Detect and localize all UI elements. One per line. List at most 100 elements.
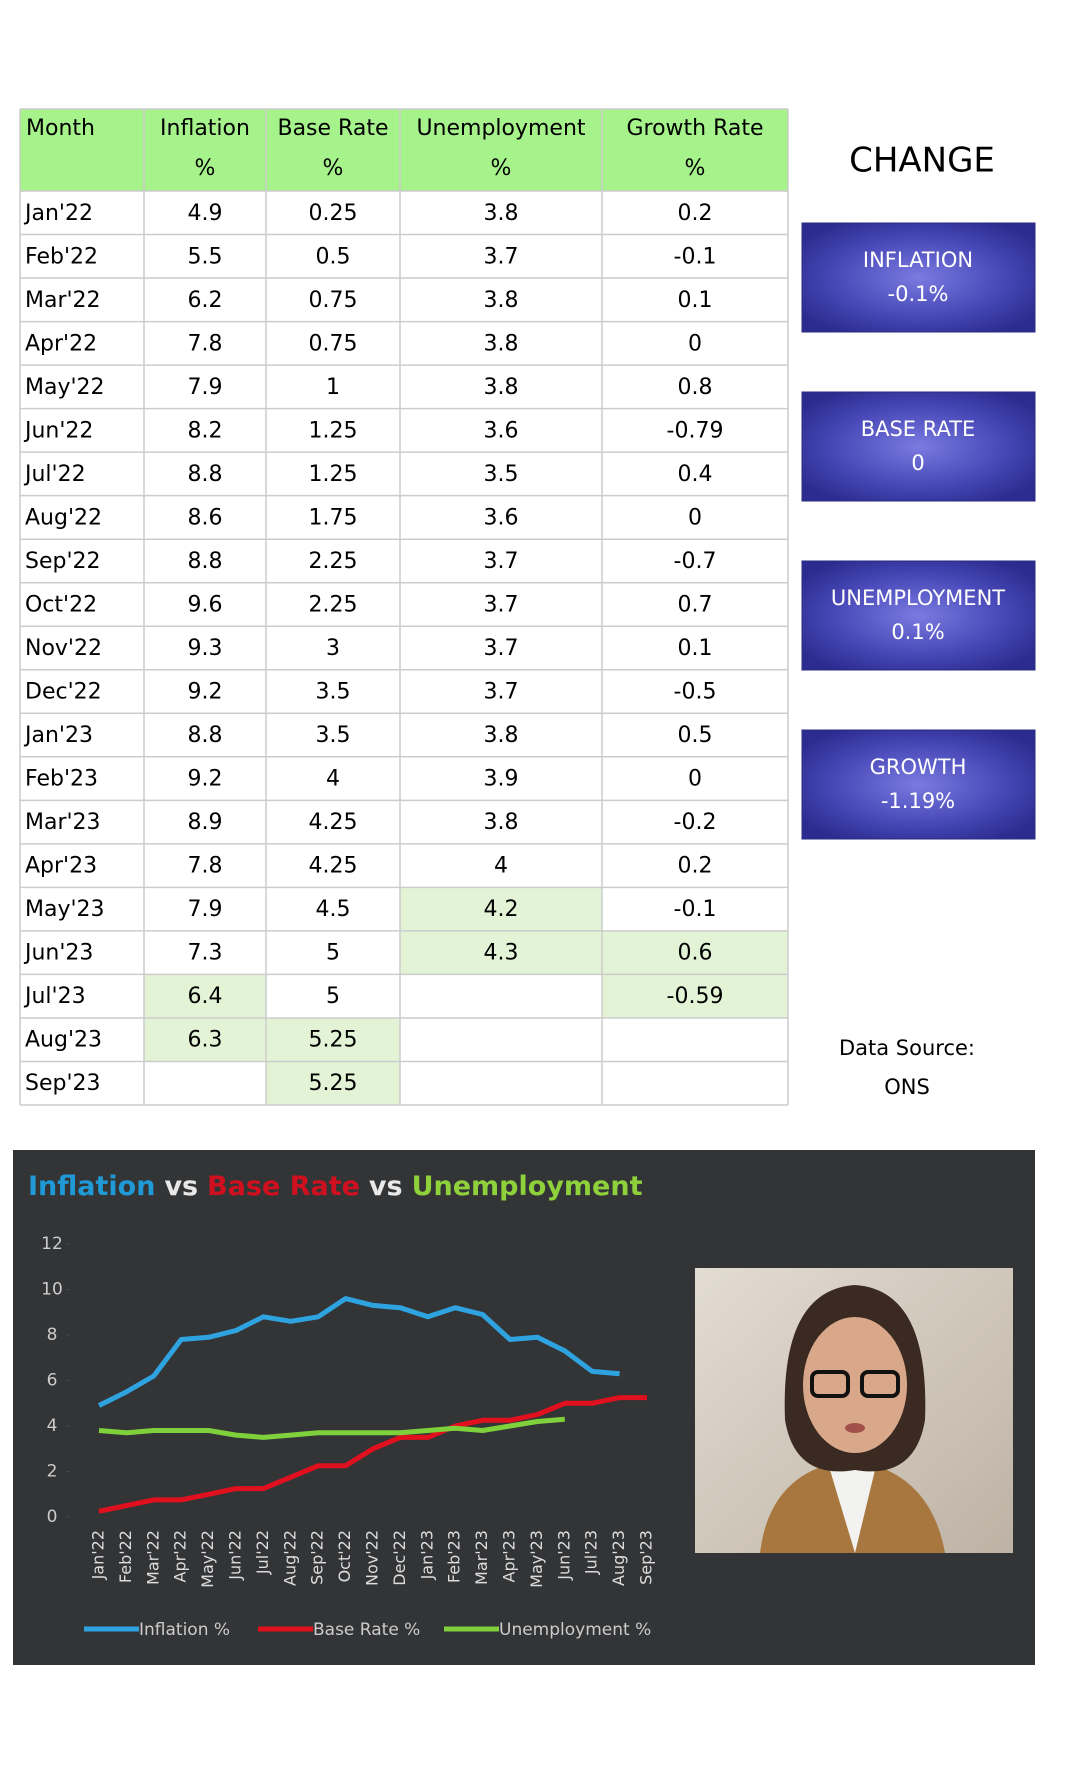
change-box xyxy=(801,391,1036,502)
change-title: CHANGE xyxy=(849,141,995,181)
header-unit: % xyxy=(491,156,512,181)
value-cell: 7.9 xyxy=(188,375,223,400)
highlight-cell xyxy=(144,974,266,1018)
value-cell: 1 xyxy=(326,375,340,400)
value-cell: 3.5 xyxy=(316,680,351,705)
value-cell: 0 xyxy=(688,767,702,792)
x-tick-label: Jan'22 xyxy=(89,1530,108,1580)
value-cell: 9.6 xyxy=(188,592,223,617)
y-tick-label: 6 xyxy=(47,1371,58,1391)
month-cell: Jan'23 xyxy=(23,723,93,748)
highlight-cell xyxy=(400,930,602,975)
change-box xyxy=(801,729,1036,840)
value-cell: 0.5 xyxy=(678,723,713,748)
month-cell: Jul'23 xyxy=(23,984,86,1009)
y-tick-label: 4 xyxy=(47,1416,58,1436)
value-cell: 8.9 xyxy=(188,810,223,835)
value-cell: 3.7 xyxy=(484,244,519,269)
x-tick-label: Mar'23 xyxy=(472,1530,491,1585)
value-cell: -0.1 xyxy=(674,897,717,922)
value-cell: 0.1 xyxy=(678,288,713,313)
value-cell: 4.5 xyxy=(316,897,351,922)
value-cell: 3.8 xyxy=(484,723,519,748)
change-value: 0.1% xyxy=(891,620,944,644)
value-cell: 6.3 xyxy=(188,1028,223,1053)
value-cell: 4.2 xyxy=(484,897,519,922)
x-tick-label: Apr'23 xyxy=(500,1530,519,1582)
value-cell: 3 xyxy=(326,636,340,661)
value-cell: 0.7 xyxy=(678,592,713,617)
value-cell: 0.5 xyxy=(316,244,351,269)
value-cell: 3.7 xyxy=(484,680,519,705)
x-tick-label: Nov'22 xyxy=(363,1530,382,1586)
value-cell: -0.5 xyxy=(674,680,717,705)
value-cell: 3.7 xyxy=(484,549,519,574)
value-cell: 0.2 xyxy=(678,201,713,226)
value-cell: 7.8 xyxy=(188,331,223,356)
y-tick-label: 12 xyxy=(41,1234,63,1254)
value-cell: 9.2 xyxy=(188,680,223,705)
value-cell: 0 xyxy=(688,331,702,356)
highlight-cell xyxy=(602,930,788,975)
value-cell: 8.8 xyxy=(188,549,223,574)
highlight-cell xyxy=(144,1017,266,1062)
change-box xyxy=(801,222,1036,333)
x-tick-label: Mar'22 xyxy=(143,1530,162,1585)
value-cell: -0.2 xyxy=(674,810,717,835)
header-label: Inflation xyxy=(160,116,250,141)
x-tick-label: Feb'22 xyxy=(116,1530,135,1583)
x-tick-label: Apr'22 xyxy=(171,1530,190,1582)
value-cell: 3.5 xyxy=(484,462,519,487)
value-cell: -0.79 xyxy=(667,418,724,443)
x-tick-label: Aug'22 xyxy=(280,1530,299,1586)
month-cell: Sep'23 xyxy=(25,1071,101,1096)
highlight-cell xyxy=(602,974,788,1018)
value-cell: 3.8 xyxy=(484,331,519,356)
value-cell: 0.75 xyxy=(309,331,358,356)
month-cell: Mar'23 xyxy=(25,810,101,835)
x-tick-label: Jul'23 xyxy=(582,1530,601,1575)
value-cell: 0 xyxy=(688,505,702,530)
value-cell: 3.6 xyxy=(484,418,519,443)
legend-label: Inflation % xyxy=(139,1620,230,1640)
month-cell: Aug'23 xyxy=(25,1028,102,1053)
value-cell: 5.25 xyxy=(309,1028,358,1053)
source-value: ONS xyxy=(884,1075,930,1099)
title-part: Inflation xyxy=(28,1171,155,1202)
header-unit: % xyxy=(195,156,216,181)
change-value: -1.19% xyxy=(881,789,955,813)
value-cell: 0.25 xyxy=(309,201,358,226)
month-cell: Apr'22 xyxy=(25,331,97,356)
change-label: BASE RATE xyxy=(861,417,976,441)
value-cell: 1.75 xyxy=(309,505,358,530)
legend-label: Base Rate % xyxy=(313,1620,420,1640)
value-cell: 3.7 xyxy=(484,636,519,661)
header-label: Unemployment xyxy=(416,116,585,141)
x-tick-label: Sep'23 xyxy=(637,1530,656,1585)
x-tick-label: Jan'23 xyxy=(417,1530,436,1580)
title-part: Base Rate xyxy=(207,1171,360,1202)
header-label: Month xyxy=(26,116,95,141)
value-cell: 7.9 xyxy=(188,897,223,922)
x-tick-label: Oct'22 xyxy=(335,1530,354,1582)
value-cell: 3.5 xyxy=(316,723,351,748)
x-tick-label: Feb'23 xyxy=(445,1530,464,1583)
x-tick-label: Jul'22 xyxy=(253,1530,272,1575)
highlight-cell xyxy=(266,1061,400,1105)
month-cell: Aug'22 xyxy=(25,505,102,530)
value-cell: 8.8 xyxy=(188,462,223,487)
x-tick-label: May'22 xyxy=(198,1530,217,1588)
change-value: 0 xyxy=(911,451,924,475)
header-label: Growth Rate xyxy=(626,116,763,141)
value-cell: 4 xyxy=(494,854,508,879)
x-tick-label: May'23 xyxy=(527,1530,546,1588)
value-cell: 4 xyxy=(326,767,340,792)
value-cell: 2.25 xyxy=(309,549,358,574)
change-box xyxy=(801,560,1036,671)
month-cell: Apr'23 xyxy=(25,854,97,879)
title-part: Unemployment xyxy=(412,1171,643,1202)
value-cell: 0.1 xyxy=(678,636,713,661)
month-cell: Sep'22 xyxy=(25,549,101,574)
x-tick-label: Jun'23 xyxy=(554,1530,573,1581)
